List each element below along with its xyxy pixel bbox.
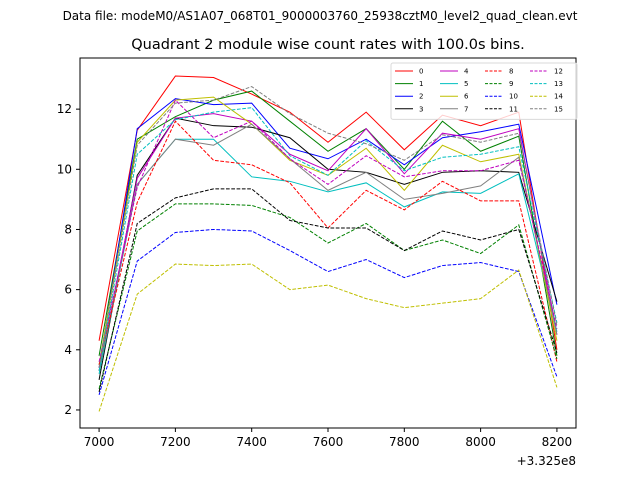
- series-line-4: [98, 113, 558, 371]
- x-tick-label: 7600: [313, 435, 344, 449]
- y-tick-label: 6: [64, 283, 72, 297]
- y-tick-label: 10: [57, 162, 72, 176]
- legend-label: 11: [509, 105, 518, 113]
- legend-label: 0: [419, 68, 423, 76]
- x-tick-label: 7400: [236, 435, 267, 449]
- series-line-11: [98, 188, 558, 393]
- figure-suptitle: Data file: modeM0/AS1A07_068T01_90000037…: [63, 9, 578, 23]
- x-axis: 7000 7200 7400 7600 7800 8000 8200: [84, 428, 572, 449]
- legend-label: 12: [554, 68, 563, 76]
- x-tick-label: 8200: [542, 435, 573, 449]
- legend-frame: [390, 62, 578, 120]
- legend-label: 9: [509, 80, 513, 88]
- series-line-12: [98, 99, 558, 362]
- x-tick-label: 7000: [84, 435, 115, 449]
- series-line-9: [98, 203, 558, 390]
- series-line-10: [98, 228, 558, 396]
- legend-label: 1: [419, 80, 423, 88]
- legend-label: 14: [554, 93, 563, 101]
- x-axis-offset-label: +3.325e8: [517, 454, 576, 468]
- series-line-15: [98, 86, 558, 368]
- series-line-13: [98, 107, 558, 371]
- y-tick-label: 12: [57, 102, 72, 116]
- legend-label: 8: [509, 68, 513, 76]
- legend-label: 6: [464, 93, 469, 101]
- series-layer: [98, 75, 558, 412]
- series-line-5: [98, 138, 558, 374]
- x-tick-label: 7200: [160, 435, 191, 449]
- series-line-1: [98, 90, 558, 356]
- series-line-2: [98, 98, 558, 368]
- legend-label: 5: [464, 80, 468, 88]
- legend-label: 13: [554, 80, 563, 88]
- legend-label: 3: [419, 105, 423, 113]
- series-line-3: [98, 117, 558, 380]
- legend-label: 10: [509, 93, 518, 101]
- y-tick-label: 4: [64, 343, 72, 357]
- series-line-0: [98, 75, 558, 350]
- series-line-14: [98, 263, 558, 412]
- legend-label: 15: [554, 105, 563, 113]
- x-tick-label: 8000: [465, 435, 496, 449]
- chart-title: Quadrant 2 module wise count rates with …: [131, 37, 525, 53]
- y-axis: 2 4 6 8 10 12: [57, 102, 80, 417]
- series-line-7: [98, 123, 558, 371]
- legend-label: 7: [464, 105, 468, 113]
- y-tick-label: 8: [64, 222, 72, 236]
- legend-label: 4: [464, 68, 469, 76]
- y-tick-label: 2: [64, 403, 72, 417]
- x-tick-label: 7800: [389, 435, 420, 449]
- legend-label: 2: [419, 93, 423, 101]
